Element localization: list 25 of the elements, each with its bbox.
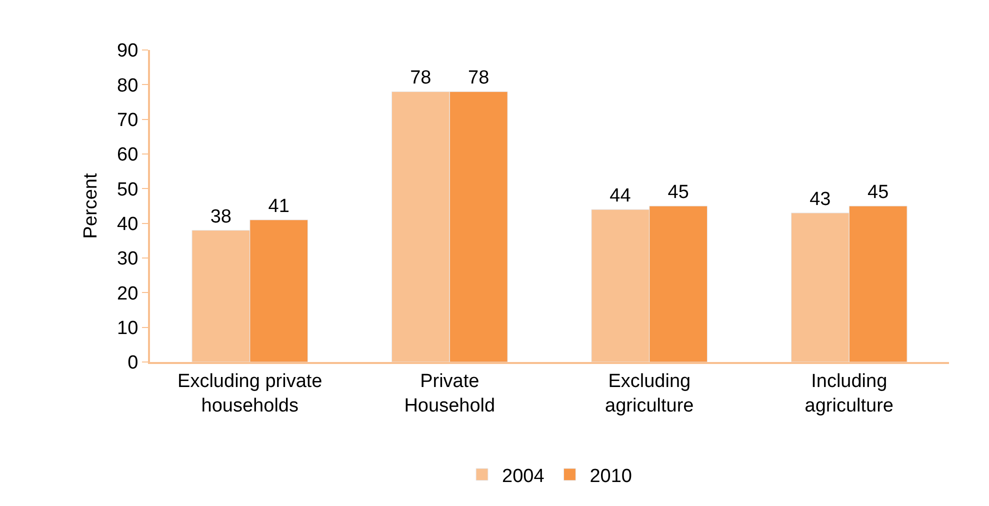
data-label: 41: [268, 196, 290, 217]
y-tick-label: 60: [117, 144, 138, 166]
y-tick-label: 70: [117, 110, 138, 131]
y-tick-label: 90: [117, 40, 138, 62]
data-label: 38: [210, 206, 232, 228]
legend-label: 2004: [502, 466, 545, 487]
x-tick-label: Private Household: [404, 370, 496, 416]
data-label: 43: [810, 188, 831, 210]
y-axis-title: Percent: [80, 172, 102, 239]
y-tick-label: 50: [117, 179, 138, 200]
data-label: 45: [668, 182, 689, 203]
x-tick-label: Excluding private households: [178, 370, 322, 416]
data-label: 45: [868, 182, 889, 203]
y-tick-label: 40: [117, 214, 138, 235]
y-tick-label: 80: [117, 75, 138, 96]
x-tick-label: Including agriculture: [804, 370, 894, 416]
data-label: 44: [610, 185, 632, 206]
x-tick-label: Excluding agriculture: [605, 370, 694, 416]
legend-label: 2010: [590, 466, 632, 487]
data-label: 78: [468, 68, 490, 89]
y-tick-label: 20: [117, 283, 138, 304]
y-tick-label: 0: [128, 352, 138, 374]
data-label: 78: [410, 68, 432, 89]
y-tick-label: 30: [117, 248, 138, 270]
y-tick-label: 10: [117, 318, 138, 339]
